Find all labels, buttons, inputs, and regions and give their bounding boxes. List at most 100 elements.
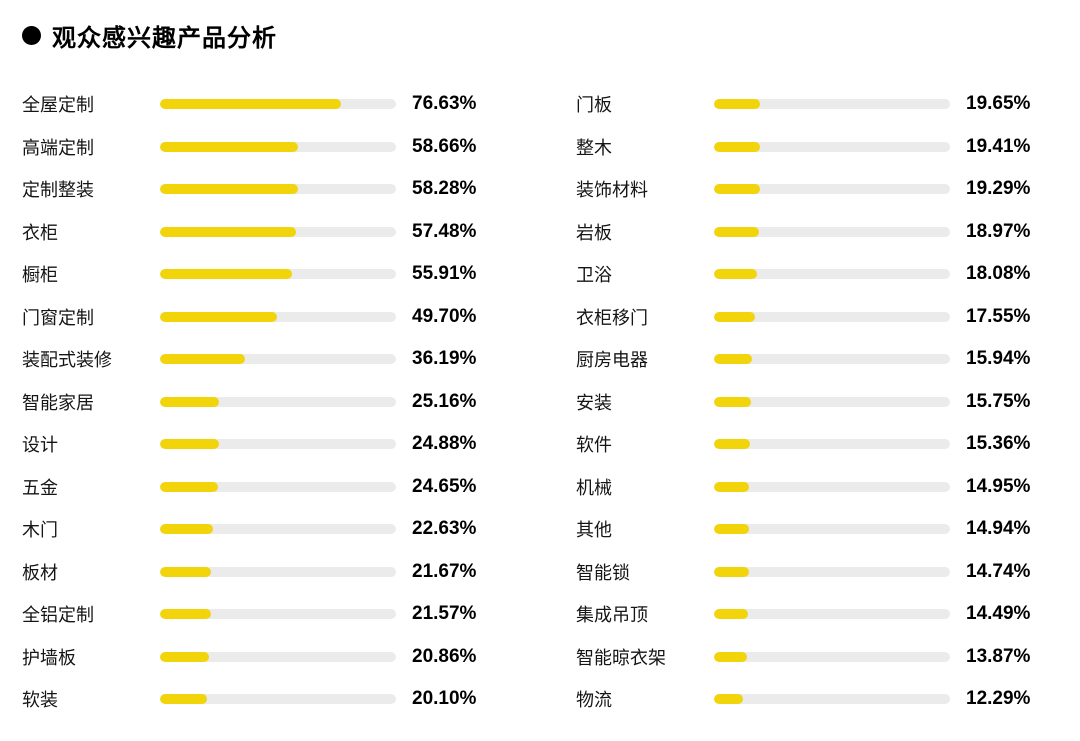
row-label: 软件 xyxy=(576,435,612,456)
bar-track xyxy=(160,566,396,577)
bar-row: 物流 12.29% xyxy=(576,678,1056,721)
bar-row: 岩板 18.97% xyxy=(576,211,1056,254)
row-label: 护墙板 xyxy=(22,647,76,668)
bar-row: 卫浴 18.08% xyxy=(576,253,1056,296)
row-label: 厨房电器 xyxy=(576,350,648,371)
row-label: 衣柜移门 xyxy=(576,307,648,328)
row-label: 软装 xyxy=(22,690,58,711)
row-label: 整木 xyxy=(576,137,612,158)
row-value: 49.70% xyxy=(412,305,477,327)
bar-track xyxy=(714,694,950,705)
bar-row: 木门 22.63% xyxy=(22,508,502,551)
bar-track xyxy=(714,311,950,322)
row-label: 橱柜 xyxy=(22,265,58,286)
bar-track xyxy=(160,141,396,152)
row-value: 21.67% xyxy=(412,560,477,582)
row-label: 木门 xyxy=(22,520,58,541)
row-label: 装饰材料 xyxy=(576,180,648,201)
bar-track xyxy=(160,609,396,620)
bar-track xyxy=(160,524,396,535)
bar-track xyxy=(160,354,396,365)
bar-fill xyxy=(160,481,219,492)
row-value: 76.63% xyxy=(412,93,477,115)
row-value: 19.29% xyxy=(966,178,1031,200)
bar-track xyxy=(160,311,396,322)
bar-fill xyxy=(714,99,761,110)
row-value: 15.75% xyxy=(966,390,1031,412)
bar-row: 板材 21.67% xyxy=(22,551,502,594)
bar-track xyxy=(160,226,396,237)
bar-fill xyxy=(714,481,750,492)
row-value: 21.57% xyxy=(412,603,477,625)
row-value: 24.88% xyxy=(412,433,477,455)
bar-track xyxy=(714,651,950,662)
bar-track xyxy=(160,439,396,450)
bar-row: 高端定制 58.66% xyxy=(22,126,502,169)
bar-fill xyxy=(714,184,760,195)
bar-track xyxy=(160,269,396,280)
chart-column-left: 全屋定制 76.63% 高端定制 58.66% 定制整装 58.28% 衣柜 5… xyxy=(22,83,502,721)
row-value: 15.36% xyxy=(966,433,1031,455)
row-label: 集成吊顶 xyxy=(576,605,648,626)
row-value: 36.19% xyxy=(412,348,477,370)
bar-track xyxy=(714,141,950,152)
bar-track xyxy=(160,396,396,407)
bar-fill xyxy=(714,311,756,322)
chart-column-right: 门板 19.65% 整木 19.41% 装饰材料 19.29% 岩板 18.97… xyxy=(576,83,1056,721)
bar-track xyxy=(160,99,396,110)
bar-track xyxy=(714,99,950,110)
bar-row: 设计 24.88% xyxy=(22,423,502,466)
row-label: 门窗定制 xyxy=(22,307,94,328)
bar-fill xyxy=(714,651,747,662)
bar-row: 橱柜 55.91% xyxy=(22,253,502,296)
bar-fill xyxy=(160,184,298,195)
bar-track xyxy=(714,609,950,620)
bar-fill xyxy=(714,354,752,365)
row-label: 智能锁 xyxy=(576,562,630,583)
row-value: 20.10% xyxy=(412,688,477,710)
row-label: 门板 xyxy=(576,95,612,116)
row-value: 58.28% xyxy=(412,178,477,200)
bar-track xyxy=(714,396,950,407)
row-value: 18.97% xyxy=(966,220,1031,242)
bar-track xyxy=(160,694,396,705)
bar-row: 护墙板 20.86% xyxy=(22,636,502,679)
bullet-icon xyxy=(22,26,41,45)
bar-row: 门窗定制 49.70% xyxy=(22,296,502,339)
row-value: 58.66% xyxy=(412,135,477,157)
row-value: 14.94% xyxy=(966,518,1031,540)
bar-track xyxy=(714,354,950,365)
bar-row: 智能锁 14.74% xyxy=(576,551,1056,594)
row-label: 五金 xyxy=(22,477,58,498)
bar-row: 定制整装 58.28% xyxy=(22,168,502,211)
row-value: 19.65% xyxy=(966,93,1031,115)
bar-chart: 全屋定制 76.63% 高端定制 58.66% 定制整装 58.28% 衣柜 5… xyxy=(22,83,1056,721)
row-value: 55.91% xyxy=(412,263,477,285)
bar-track xyxy=(714,269,950,280)
bar-fill xyxy=(160,354,246,365)
bar-row: 机械 14.95% xyxy=(576,466,1056,509)
bar-row: 安装 15.75% xyxy=(576,381,1056,424)
bar-fill xyxy=(160,566,212,577)
row-value: 25.16% xyxy=(412,390,477,412)
row-value: 13.87% xyxy=(966,645,1031,667)
row-label: 高端定制 xyxy=(22,137,94,158)
bar-track xyxy=(160,481,396,492)
bar-track xyxy=(714,184,950,195)
row-label: 全屋定制 xyxy=(22,95,94,116)
row-label: 智能晾衣架 xyxy=(576,647,666,668)
bar-fill xyxy=(714,226,759,237)
bar-row: 全铝定制 21.57% xyxy=(22,593,502,636)
bar-track xyxy=(714,439,950,450)
bar-row: 装饰材料 19.29% xyxy=(576,168,1056,211)
bar-fill xyxy=(714,566,749,577)
row-value: 19.41% xyxy=(966,135,1031,157)
row-value: 14.49% xyxy=(966,603,1031,625)
bar-row: 衣柜移门 17.55% xyxy=(576,296,1056,339)
bar-fill xyxy=(714,396,752,407)
row-value: 22.63% xyxy=(412,518,477,540)
bar-fill xyxy=(160,141,299,152)
bar-track xyxy=(714,524,950,535)
row-value: 17.55% xyxy=(966,305,1031,327)
chart-header: 观众感兴趣产品分析 xyxy=(22,18,1056,53)
